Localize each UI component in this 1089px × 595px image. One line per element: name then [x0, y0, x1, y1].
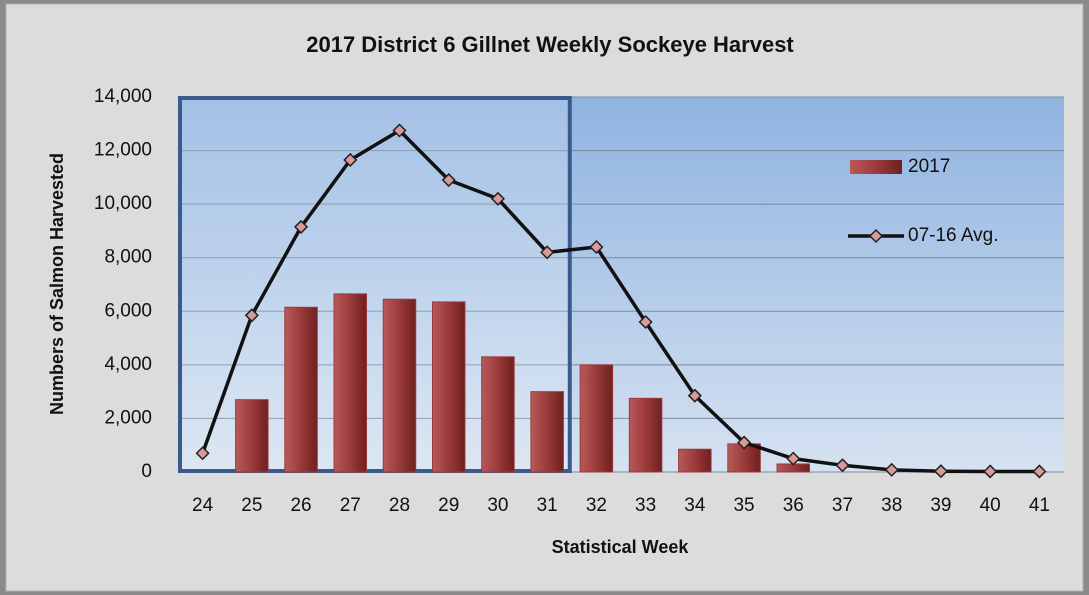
bar	[235, 399, 269, 473]
bar	[431, 301, 466, 473]
x-tick-label: 39	[930, 495, 951, 516]
y-tick-label: 10,000	[94, 193, 152, 214]
y-tick-label: 6,000	[104, 300, 152, 321]
x-tick-label: 35	[733, 495, 754, 516]
x-tick-label: 34	[684, 495, 706, 516]
x-tick-label: 33	[635, 495, 656, 516]
bar	[628, 397, 663, 473]
bar	[678, 448, 712, 473]
x-tick-label: 28	[389, 495, 410, 516]
x-tick-label: 31	[537, 495, 558, 516]
legend-label: 07-16 Avg.	[908, 225, 999, 246]
line-marker	[638, 314, 653, 330]
y-tick-label: 12,000	[94, 140, 152, 161]
line-marker	[835, 458, 850, 473]
x-tick-label: 30	[487, 495, 508, 516]
line	[200, 128, 1040, 474]
bar	[333, 293, 368, 473]
bar	[382, 298, 417, 473]
x-tick-label: 27	[340, 495, 361, 516]
y-tick-label: 14,000	[94, 86, 152, 107]
line-marker	[884, 462, 899, 477]
line-marker	[589, 239, 604, 255]
line-marker	[490, 191, 506, 206]
line-marker	[933, 464, 949, 479]
y-axis-title: Numbers of Salmon Harvested	[47, 153, 67, 415]
x-tick-label: 38	[881, 495, 902, 516]
y-tick-label: 0	[141, 461, 152, 482]
chart-title: 2017 District 6 Gillnet Weekly Sockeye H…	[306, 32, 794, 57]
line-marker	[293, 219, 309, 234]
bar	[284, 306, 318, 473]
bar	[481, 356, 515, 473]
bar	[530, 391, 564, 473]
x-tick-label: 40	[980, 495, 1001, 516]
y-tick-label: 8,000	[104, 247, 152, 268]
line-marker	[441, 172, 456, 188]
x-tick-label: 25	[241, 495, 262, 516]
y-tick-label: 4,000	[104, 354, 152, 375]
x-tick-label: 24	[192, 495, 214, 516]
legend-swatch	[850, 160, 902, 174]
line-marker	[736, 435, 752, 450]
line-marker	[983, 464, 998, 479]
x-tick-label: 26	[290, 495, 311, 516]
x-tick-label: 41	[1029, 495, 1050, 516]
legend-label: 2017	[908, 156, 950, 177]
legend-marker	[868, 228, 884, 244]
x-tick-label: 32	[586, 495, 607, 516]
x-tick-label: 29	[438, 495, 459, 516]
x-tick-label: 36	[783, 495, 804, 516]
x-axis-title: Statistical Week	[552, 537, 690, 557]
line-marker	[687, 388, 702, 403]
line-marker	[195, 446, 210, 461]
line-marker	[1032, 464, 1047, 479]
line-marker	[244, 308, 259, 323]
y-tick-label: 2,000	[104, 407, 152, 428]
line-marker	[392, 123, 407, 138]
line-marker	[343, 152, 358, 168]
line-marker	[786, 451, 801, 466]
x-tick-label: 37	[832, 495, 853, 516]
line-marker	[540, 245, 555, 260]
bar	[579, 364, 614, 473]
